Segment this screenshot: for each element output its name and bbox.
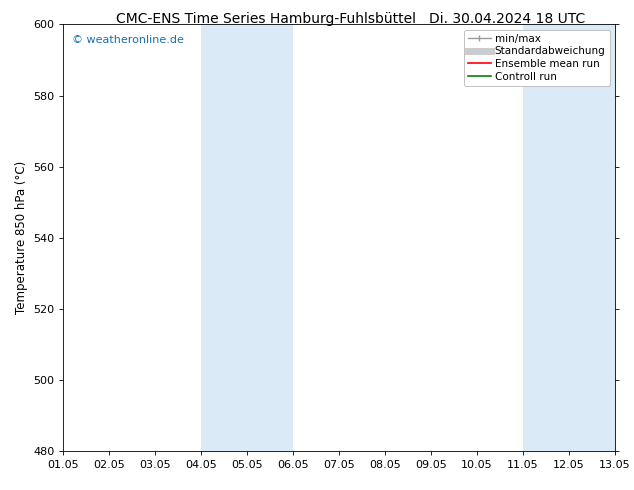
Bar <box>202 24 293 451</box>
Y-axis label: Temperature 850 hPa (°C): Temperature 850 hPa (°C) <box>15 161 27 314</box>
Text: Di. 30.04.2024 18 UTC: Di. 30.04.2024 18 UTC <box>429 12 585 26</box>
Legend: min/max, Standardabweichung, Ensemble mean run, Controll run: min/max, Standardabweichung, Ensemble me… <box>463 30 610 86</box>
Text: © weatheronline.de: © weatheronline.de <box>72 35 184 45</box>
Bar <box>523 24 615 451</box>
Text: CMC-ENS Time Series Hamburg-Fuhlsbüttel: CMC-ENS Time Series Hamburg-Fuhlsbüttel <box>116 12 417 26</box>
